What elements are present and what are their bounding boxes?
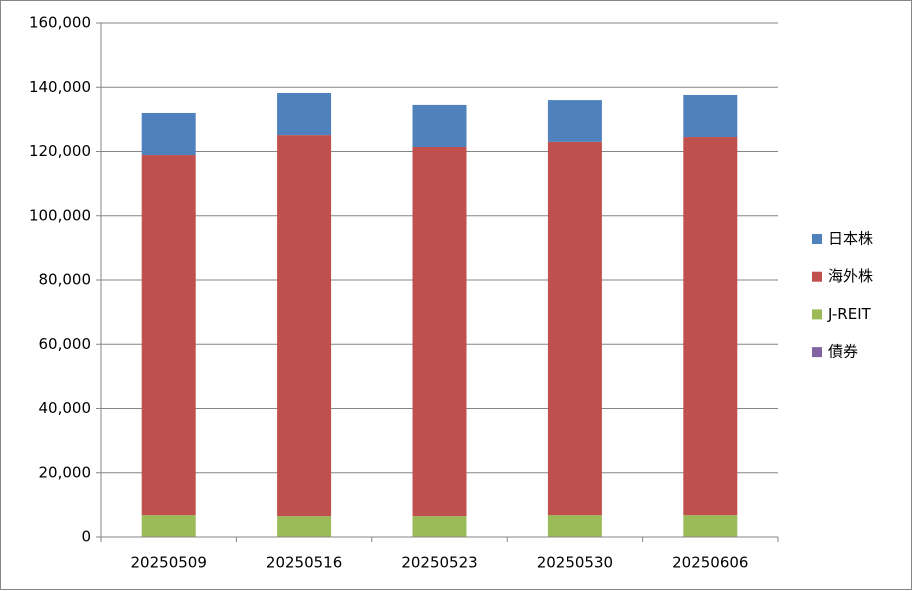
- legend-swatch: [812, 271, 822, 282]
- legend-label: J-REIT: [827, 305, 872, 323]
- x-tick-label: 20250509: [131, 554, 207, 572]
- bar-segment: [683, 94, 738, 138]
- y-tick-label: 160,000: [29, 14, 91, 32]
- bar-segment: [412, 516, 467, 537]
- bar-segment: [547, 141, 602, 516]
- legend-label: 海外株: [828, 267, 873, 285]
- legend-swatch: [812, 309, 822, 320]
- y-tick-label: 60,000: [39, 335, 92, 353]
- y-tick-label: 100,000: [29, 206, 91, 224]
- x-tick-label: 20250523: [401, 554, 477, 572]
- bar-segment: [547, 515, 602, 537]
- legend-swatch: [812, 347, 822, 358]
- y-tick-label: 40,000: [39, 399, 92, 417]
- bar-segment: [277, 93, 332, 136]
- bar-segment: [141, 112, 196, 156]
- x-tick-label: 20250530: [537, 554, 613, 572]
- legend-label: 債券: [828, 343, 858, 361]
- x-tick-label: 20250606: [672, 554, 748, 572]
- y-tick-label: 0: [81, 528, 91, 546]
- bar-segment: [683, 137, 738, 516]
- bar-segment: [412, 147, 467, 517]
- y-tick-label: 80,000: [39, 271, 92, 289]
- bar-segment: [547, 100, 602, 142]
- y-tick-label: 140,000: [29, 78, 91, 96]
- y-tick-label: 20,000: [39, 463, 92, 481]
- bar-segment: [141, 515, 196, 537]
- bar-segment: [141, 155, 196, 516]
- bar-segment: [412, 104, 467, 148]
- y-tick-label: 120,000: [29, 142, 91, 160]
- legend-swatch: [812, 234, 822, 244]
- legend-label: 日本株: [828, 230, 873, 248]
- bar-segment: [277, 135, 332, 517]
- bar-segment: [683, 515, 738, 537]
- bar-segment: [277, 516, 332, 537]
- x-tick-label: 20250516: [266, 554, 342, 572]
